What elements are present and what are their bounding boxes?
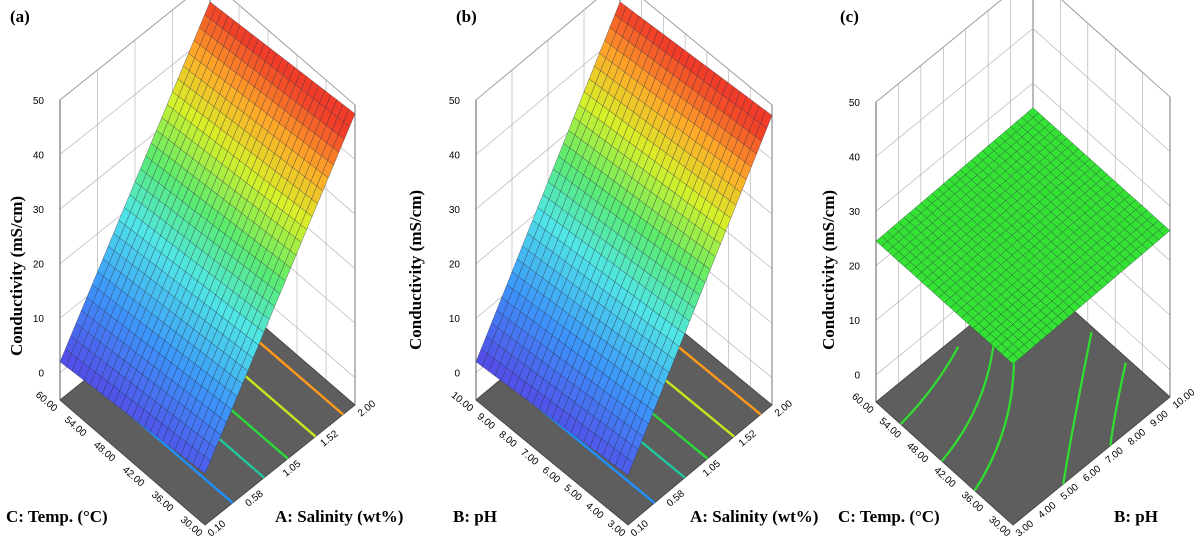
floor-contour-curve: [1062, 331, 1093, 485]
panel-b-right-axis-title: A: Salinity (wt%): [690, 507, 818, 526]
floor-contour-curve: [1109, 362, 1127, 446]
z-tick-label: 40: [33, 151, 45, 162]
panel-c-left-axis-title: C: Temp. (°C): [838, 507, 940, 526]
z-gridline: [875, 0, 1171, 103]
panel-c-right-axis-title: B: pH: [1114, 507, 1158, 526]
z-gridline: [875, 82, 1171, 212]
z-gridline: [475, 0, 773, 106]
panel-a-left-axis-title: C: Temp. (°C): [6, 507, 108, 526]
z-tick-label: 10: [33, 314, 45, 325]
panel-a-zlabel: Conductivity (mS/cm): [7, 196, 26, 356]
panel-c-surface: [875, 107, 1171, 365]
surface-cell: [1006, 353, 1019, 365]
right-axis-tick-label: 10.00: [1171, 387, 1198, 412]
left-axis-tick-label: 60.00: [33, 390, 59, 415]
z-tick-label: 50: [449, 96, 461, 107]
panel-b-label: (b): [456, 7, 477, 26]
panel-c: (c) 0102030405060.0054.0048.0042.0036.00…: [819, 0, 1198, 540]
right-axis-tick-label: 2.00: [773, 398, 795, 419]
floor-contour-curve: [899, 346, 960, 425]
panel-a: (a) 0102030405060.0054.0048.0042.0036.00…: [6, 0, 403, 540]
z-tick-label: 30: [33, 205, 45, 216]
z-tick-label: 0: [854, 371, 860, 382]
z-tick-label: 10: [449, 314, 461, 325]
z-tick-label: 30: [449, 205, 461, 216]
z-tick-label: 50: [33, 96, 45, 107]
z-tick-label: 40: [849, 153, 861, 164]
panel-a-surface: [59, 1, 356, 475]
left-axis-tick-label: 10.00: [449, 390, 476, 415]
surface-cell: [198, 455, 211, 475]
panel-a-label: (a): [10, 7, 30, 26]
z-gridline: [875, 28, 1171, 157]
panel-b: (b) 0102030405010.009.008.007.006.005.00…: [406, 0, 818, 540]
panel-c-zlabel: Conductivity (mS/cm): [819, 190, 838, 350]
panel-b-surface: [475, 1, 773, 476]
surface-cell: [621, 457, 634, 476]
z-tick-label: 20: [449, 260, 461, 271]
z-tick-label: 40: [449, 151, 461, 162]
z-tick-label: 50: [849, 98, 861, 109]
z-gridline: [59, 0, 356, 106]
panel-a-right-axis-title: A: Salinity (wt%): [275, 507, 403, 526]
right-axis-tick-label: 2.00: [356, 398, 378, 419]
z-tick-label: 0: [454, 369, 460, 380]
z-tick-label: 20: [849, 262, 861, 273]
panel-c-label: (c): [840, 7, 859, 26]
panel-b-left-axis-title: B: pH: [453, 507, 497, 526]
z-tick-label: 20: [33, 260, 45, 271]
panel-b-zlabel: Conductivity (mS/cm): [406, 190, 425, 350]
left-axis-tick-label: 60.00: [849, 391, 875, 416]
z-tick-label: 0: [38, 369, 44, 380]
z-tick-label: 30: [849, 207, 861, 218]
z-tick-label: 10: [849, 316, 861, 327]
